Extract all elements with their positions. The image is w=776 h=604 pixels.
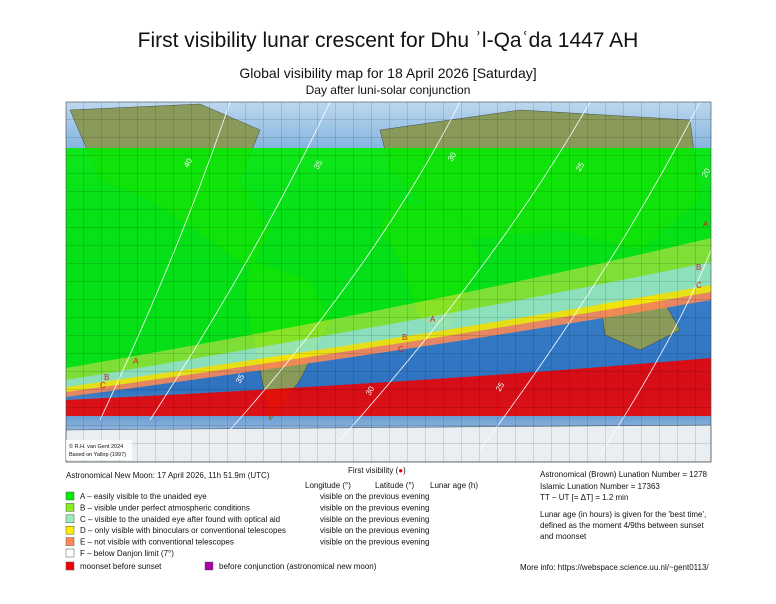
legend-note: visible on the previous evening xyxy=(320,515,429,524)
legend-swatch xyxy=(204,561,214,571)
legend-label: F – below Danjon limit (7°) xyxy=(80,549,174,558)
credit-box xyxy=(66,440,132,460)
legend-swatch xyxy=(65,548,75,558)
first-visibility: First visibility (●) xyxy=(348,466,406,475)
column-header: Lunar age (h) xyxy=(430,481,478,490)
info-line: Lunar age (in hours) is given for the 'b… xyxy=(540,510,706,519)
legend-label: A – easily visible to the unaided eye xyxy=(80,492,207,501)
legend-label: B – visible under perfect atmospheric co… xyxy=(80,503,250,512)
info-line: Astronomical (Brown) Lunation Number = 1… xyxy=(540,470,708,479)
band-label: C xyxy=(100,381,106,390)
more-info: More info: https://webspace.science.uu.n… xyxy=(520,563,709,572)
legend-label: D – only visible with binoculars or conv… xyxy=(80,526,286,535)
legend: A – easily visible to the unaided eye vis… xyxy=(65,491,429,571)
graticule xyxy=(65,101,712,463)
band-label: B xyxy=(402,333,407,342)
first-visibility-close: ) xyxy=(403,466,406,475)
legend-swatch xyxy=(65,491,75,501)
legend-note: visible on the previous evening xyxy=(320,503,429,512)
legend-note: visible on the previous evening xyxy=(320,538,429,547)
band-label: B xyxy=(696,263,701,272)
info: Astronomical New Moon: 17 April 2026, 11… xyxy=(66,466,709,572)
legend-label: moonset before sunset xyxy=(80,562,162,571)
legend-swatch xyxy=(65,514,75,524)
legend-swatch xyxy=(65,503,75,512)
band-label: A xyxy=(703,220,709,229)
legend-swatch xyxy=(65,561,75,571)
legend-label: C – visible to the unaided eye after fou… xyxy=(80,515,280,524)
info-line: defined as the moment 4/9ths between sun… xyxy=(540,521,704,530)
legend-swatch xyxy=(65,525,75,535)
band-label: C xyxy=(696,281,702,290)
band-label: C xyxy=(398,345,404,354)
new-moon: Astronomical New Moon: 17 April 2026, 11… xyxy=(66,471,270,480)
first-visibility-symbol: ● xyxy=(398,466,403,475)
info-line: and moonset xyxy=(540,532,587,541)
first-visibility-label: First visibility ( xyxy=(348,466,399,475)
legend-note: visible on the previous evening xyxy=(320,492,429,501)
column-header: Longitude (°) xyxy=(305,481,351,490)
info-line: Islamic Lunation Number = 17363 xyxy=(540,482,660,491)
legend-label: before conjunction (astronomical new moo… xyxy=(219,562,377,571)
legend-note: visible on the previous evening xyxy=(320,526,429,535)
credit: © R.H. van Gent 2024 xyxy=(69,443,123,450)
band-label: B xyxy=(104,373,109,382)
title: First visibility lunar crescent for Dhu … xyxy=(138,29,639,52)
legend-swatch xyxy=(65,537,75,546)
credit: Based on Yallop (1997) xyxy=(69,452,126,458)
info-line: TT − UT [= ΔT] = 1.2 min xyxy=(540,493,628,502)
subnote: Day after luni-solar conjunction xyxy=(306,83,471,97)
band-label: A xyxy=(133,357,139,366)
subtitle: Global visibility map for 18 April 2026 … xyxy=(239,65,536,81)
column-header: Latitude (°) xyxy=(375,481,415,490)
band-label: A xyxy=(430,315,436,324)
legend-label: E – not visible with conventional telesc… xyxy=(80,538,234,547)
